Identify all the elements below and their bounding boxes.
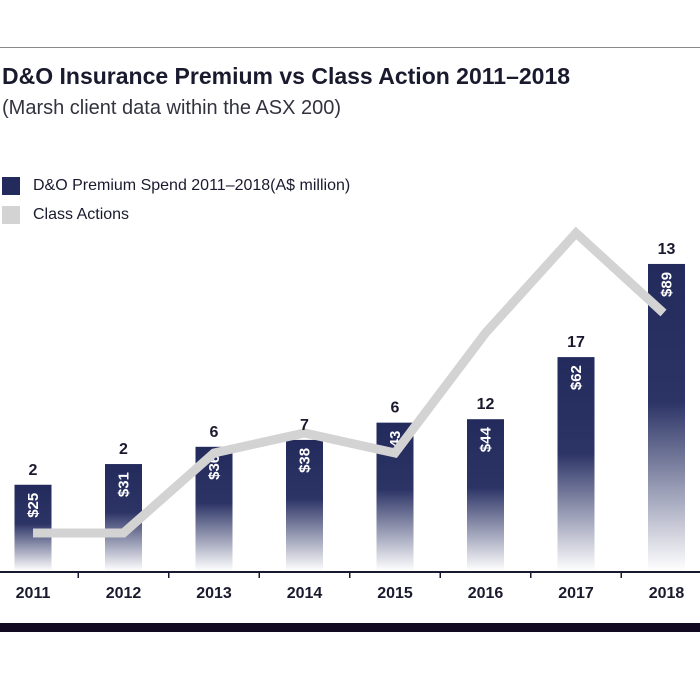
bar-value-label-2014: $38 bbox=[297, 448, 314, 473]
legend-label-premium: D&O Premium Spend 2011–2018(A$ million) bbox=[33, 177, 351, 194]
footer-bar bbox=[0, 623, 700, 632]
bar-2014 bbox=[286, 439, 323, 571]
bar-value-label-2016: $44 bbox=[478, 427, 495, 453]
legend-swatch-class-actions bbox=[2, 206, 20, 224]
x-tick-label-2018: 2018 bbox=[649, 585, 685, 602]
class-action-count-2013: 6 bbox=[210, 424, 219, 441]
chart-title: D&O Insurance Premium vs Class Action 20… bbox=[2, 63, 571, 89]
class-actions-line bbox=[33, 226, 667, 538]
legend-item-class-actions: Class Actions bbox=[2, 206, 129, 224]
chart-subtitle: (Marsh client data within the ASX 200) bbox=[2, 97, 342, 119]
x-tick-label-2011: 2011 bbox=[16, 585, 51, 602]
bar-2017 bbox=[557, 357, 595, 571]
bar-value-label-2017: $62 bbox=[568, 365, 585, 390]
class-action-count-2014: 7 bbox=[300, 417, 309, 434]
class-action-count-2016: 12 bbox=[477, 396, 495, 413]
bar-value-label-2011: $25 bbox=[25, 493, 42, 518]
legend-swatch-premium bbox=[2, 177, 20, 195]
x-tick-label-2012: 2012 bbox=[106, 585, 142, 602]
class-action-count-2011: 2 bbox=[29, 462, 38, 479]
class-action-count-2012: 2 bbox=[119, 441, 128, 458]
top-divider bbox=[0, 47, 700, 48]
x-tick-label-2017: 2017 bbox=[558, 585, 594, 602]
x-tick-label-2013: 2013 bbox=[196, 585, 232, 602]
x-tick-label-2016: 2016 bbox=[468, 585, 504, 602]
bar-value-label-2012: $31 bbox=[116, 472, 133, 497]
class-action-count-2018: 13 bbox=[658, 241, 676, 258]
x-tick-label-2015: 2015 bbox=[377, 585, 413, 602]
legend-item-premium: D&O Premium Spend 2011–2018(A$ million) bbox=[2, 177, 350, 195]
legend-label-class-actions: Class Actions bbox=[33, 206, 130, 223]
class-action-count-2017: 17 bbox=[567, 334, 585, 351]
class-action-count-2015: 6 bbox=[391, 400, 400, 417]
x-tick-label-2014: 2014 bbox=[287, 585, 323, 602]
bar-2018 bbox=[648, 263, 685, 571]
bar-2011 bbox=[14, 484, 52, 571]
bar-2016 bbox=[467, 419, 504, 571]
bar-value-label-2018: $89 bbox=[659, 272, 676, 297]
